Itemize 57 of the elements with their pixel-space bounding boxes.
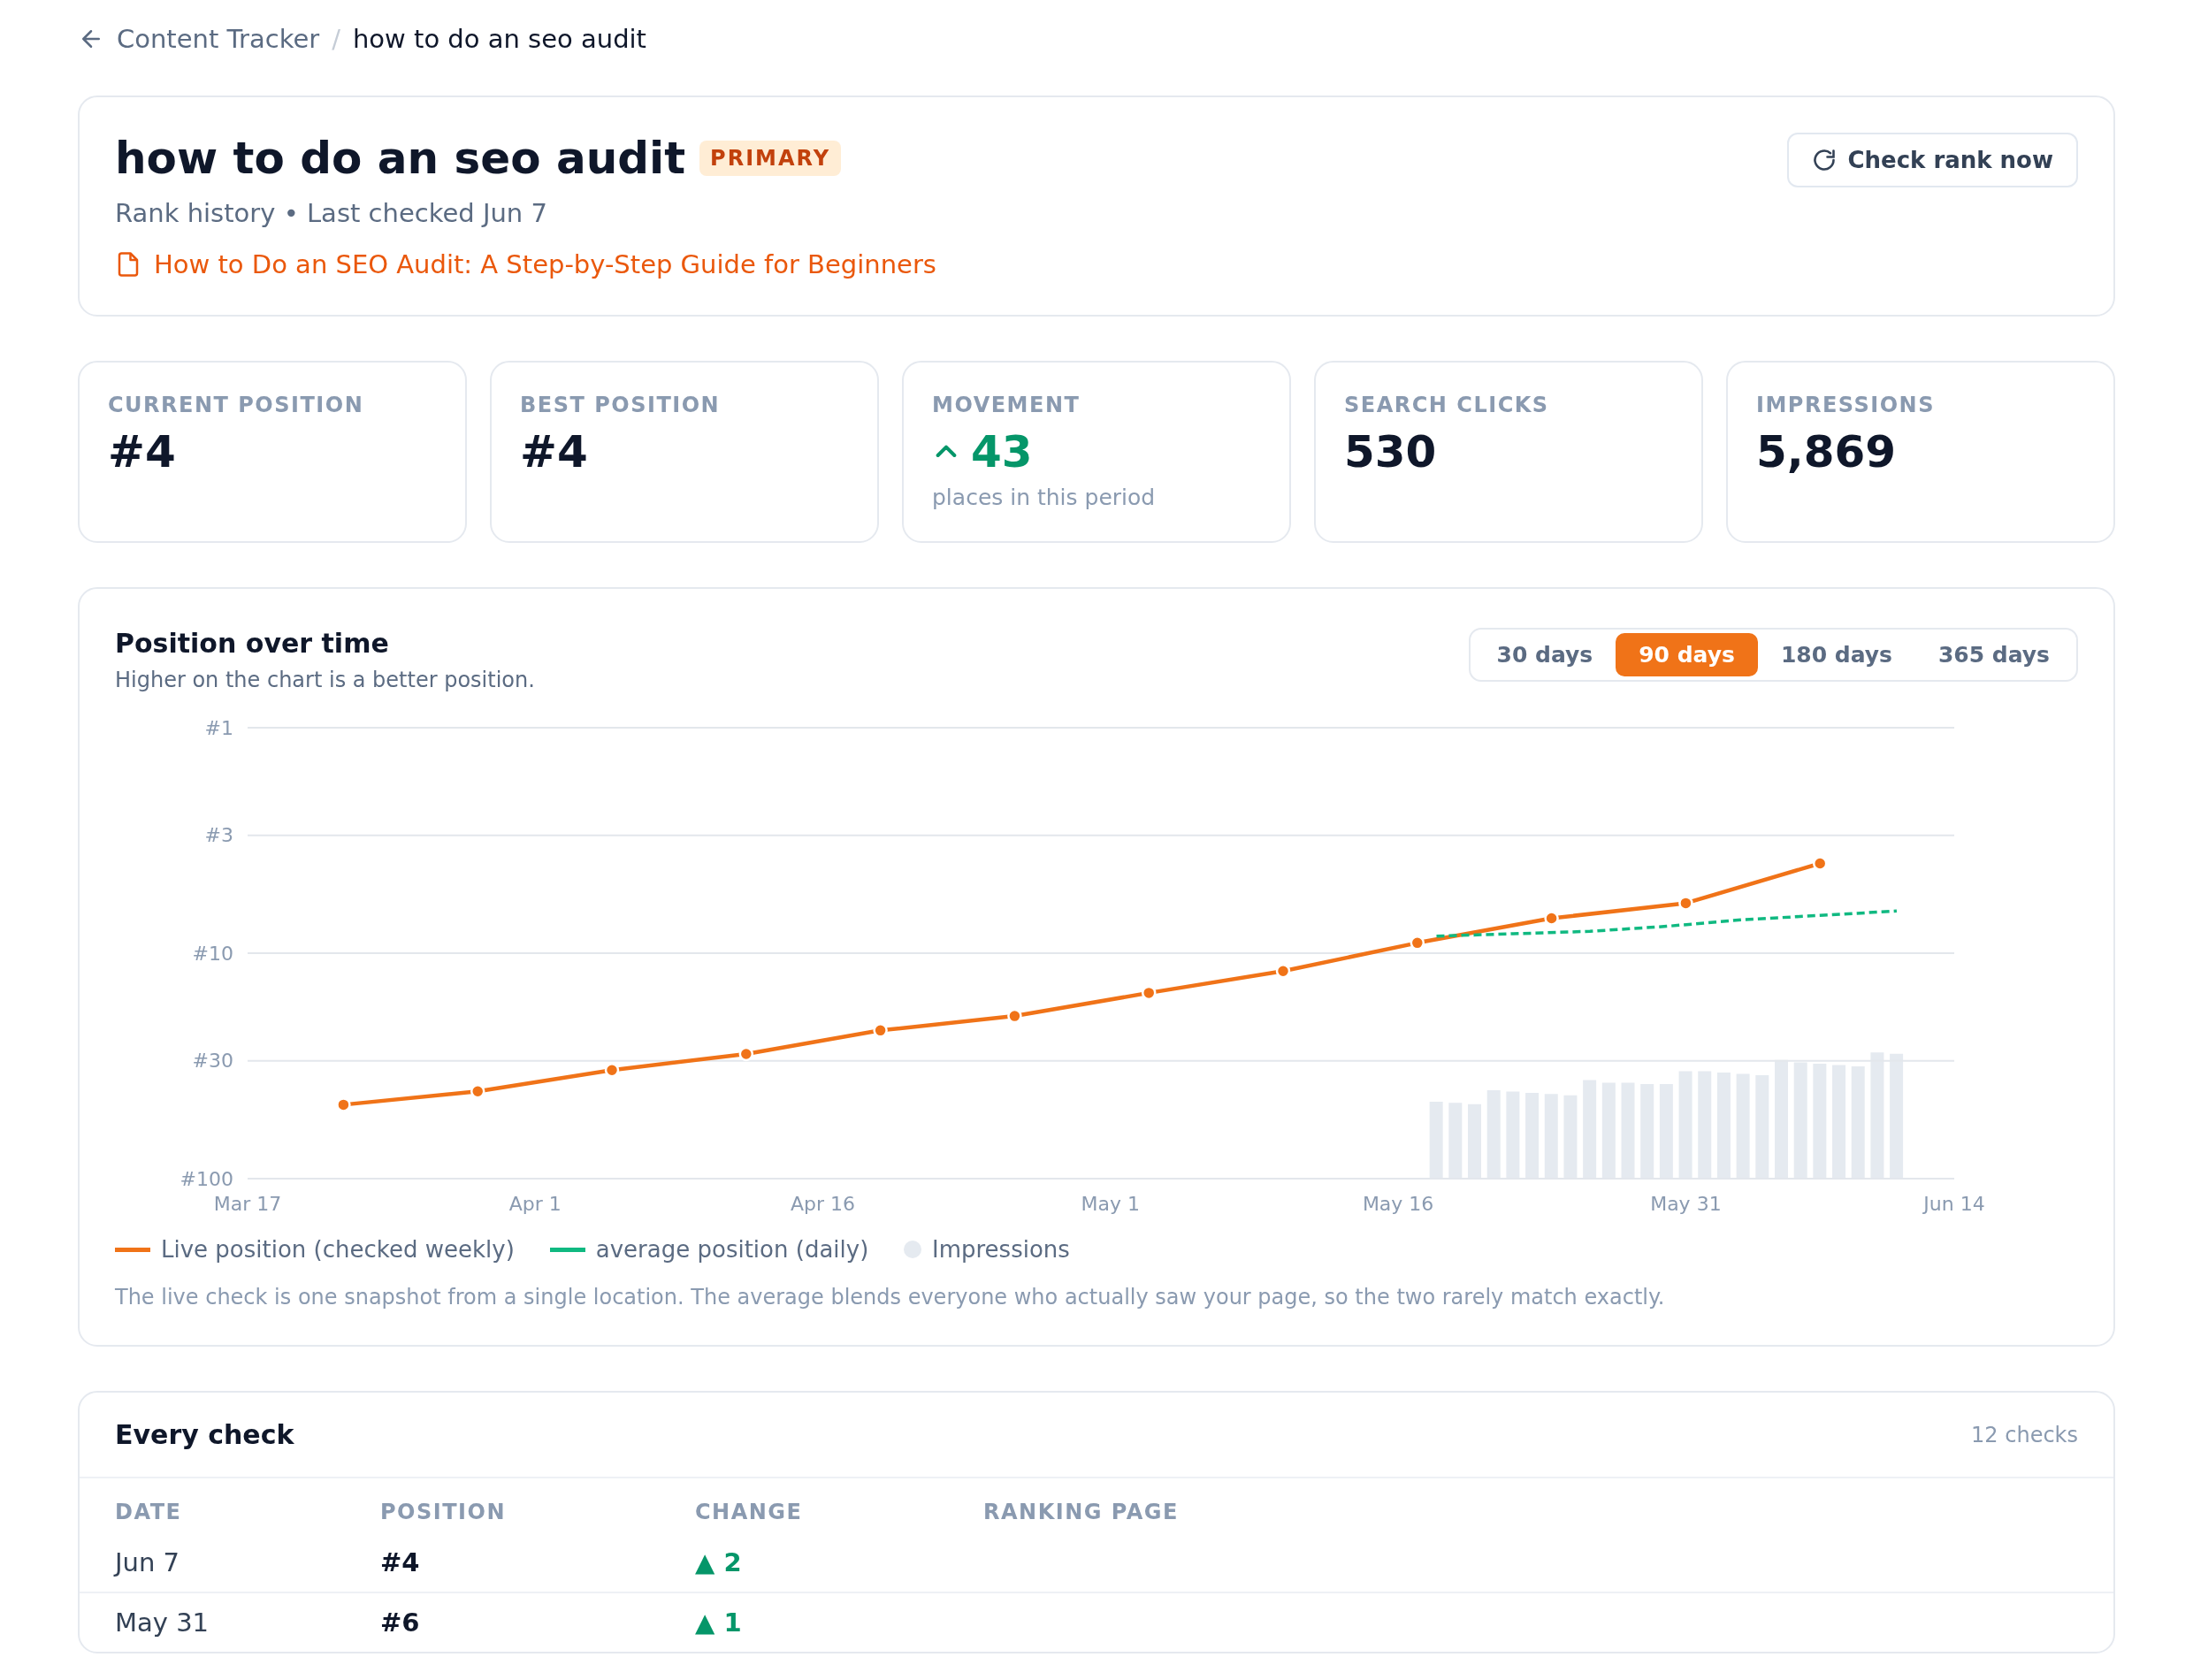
text: 90 days — [1616, 633, 1758, 676]
y-tick-label: #3 — [204, 824, 233, 847]
y-tick-label: #10 — [192, 942, 233, 965]
x-tick-label: May 16 — [1362, 1192, 1434, 1215]
category-label: BEST POSITION — [520, 393, 722, 417]
text: Every check — [115, 1419, 294, 1450]
category-label: MOVEMENT — [932, 393, 1081, 417]
text: 365 days — [1937, 641, 2051, 669]
text: Rank history • Last checked Jun 7 — [115, 198, 548, 228]
point — [1544, 911, 1559, 926]
x-tick-label: Apr 1 — [508, 1192, 562, 1215]
x-tick-label: May 1 — [1081, 1192, 1141, 1215]
line-series — [1434, 909, 1899, 938]
text: ▲ 1 — [695, 1607, 742, 1638]
chart-subtitle: Higher on the chart is a better position. — [115, 668, 536, 692]
text: Check rank now — [1847, 147, 2053, 173]
text: How to Do an SEO Audit: A Step-by-Step Guide for Beginners — [154, 249, 936, 279]
text: / — [332, 24, 340, 54]
y-tick-label: #30 — [192, 1050, 233, 1073]
legend-label: average position (daily) — [595, 1236, 869, 1263]
text: ▲ 2 — [695, 1547, 742, 1577]
category-label: SEARCH CLICKS — [1344, 393, 1550, 417]
text: places in this period — [932, 485, 1157, 510]
text: 43 — [971, 426, 1033, 477]
text: 180 days — [1779, 641, 1893, 669]
text: how to do an seo audit — [352, 24, 646, 54]
chart-title: Position over time — [115, 628, 389, 659]
category-label: CURRENT POSITION — [108, 393, 365, 417]
point — [336, 1097, 351, 1112]
point — [1678, 896, 1693, 911]
category-label: RANKING PAGE — [983, 1500, 1180, 1524]
y-tick-label: #100 — [180, 1167, 233, 1190]
x-tick-label: Apr 16 — [791, 1192, 856, 1215]
x-tick-label: May 31 — [1650, 1192, 1722, 1215]
y-tick-label: #1 — [204, 716, 233, 739]
text: May 31 — [115, 1607, 210, 1638]
text: how to do an seo audit — [115, 133, 686, 184]
text: 5,869 — [1756, 426, 1897, 477]
legend-label: Impressions — [932, 1236, 1070, 1263]
text: The live check is one snapshot from a single location. The average blends everyone who actually saw your page, so the two rarely match exactly. — [115, 1285, 1666, 1310]
text: PRIMARY — [699, 141, 842, 176]
text: #4 — [380, 1547, 420, 1577]
category-label: POSITION — [380, 1500, 507, 1524]
category-label: CHANGE — [695, 1500, 804, 1524]
x-tick-label: Mar 17 — [213, 1192, 282, 1215]
text: #6 — [380, 1607, 420, 1638]
text: Jun 7 — [115, 1547, 180, 1577]
text: 30 days — [1495, 641, 1594, 669]
text: #4 — [520, 426, 588, 477]
text: 530 — [1344, 426, 1437, 477]
category-label: DATE — [115, 1500, 183, 1524]
text: #4 — [108, 426, 176, 477]
legend-label: Live position (checked weekly) — [161, 1236, 515, 1263]
category-label: IMPRESSIONS — [1756, 393, 1936, 417]
text: 12 checks — [1971, 1422, 2078, 1447]
x-tick-label: Jun 14 — [1922, 1192, 1985, 1215]
text: Content Tracker — [117, 24, 320, 54]
